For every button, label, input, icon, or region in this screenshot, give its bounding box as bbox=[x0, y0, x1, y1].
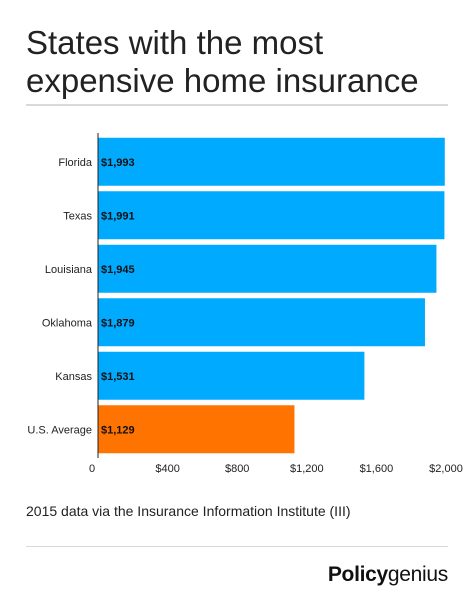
bar-chart: Florida $1,993 Texas $1,991 Louisiana $1,945 O… bbox=[27, 133, 463, 475]
category-label: Florida bbox=[58, 157, 93, 169]
data-label: $1,129 bbox=[101, 424, 135, 436]
category-label: Oklahoma bbox=[42, 317, 93, 329]
category-label: Texas bbox=[63, 210, 92, 222]
data-label: $1,945 bbox=[101, 264, 135, 276]
x-tick-label: $400 bbox=[155, 463, 179, 475]
bar-u-s-average bbox=[98, 405, 295, 454]
x-tick-label: 0 bbox=[89, 463, 95, 475]
x-tick-label: $2,000 bbox=[429, 463, 463, 475]
x-tick-label: $800 bbox=[225, 463, 249, 475]
data-label: $1,993 bbox=[101, 157, 135, 169]
brand-light: genius bbox=[387, 563, 448, 586]
bar-kansas bbox=[98, 351, 365, 400]
category-label: Louisiana bbox=[45, 264, 93, 276]
source-footnote: 2015 data via the Insurance Information … bbox=[26, 503, 351, 519]
bar-florida bbox=[98, 137, 445, 186]
category-label: Kansas bbox=[55, 371, 92, 383]
bar-louisiana bbox=[98, 244, 437, 293]
data-label: $1,531 bbox=[101, 371, 135, 383]
bar-texas bbox=[98, 191, 445, 240]
x-tick-label: $1,600 bbox=[360, 463, 394, 475]
footer-divider bbox=[26, 546, 448, 547]
title-divider bbox=[26, 104, 448, 106]
x-tick-label: $1,200 bbox=[290, 463, 324, 475]
brand-bold: Policy bbox=[327, 563, 388, 586]
bar-oklahoma bbox=[98, 298, 425, 347]
chart-title: States with the most expensive home insu… bbox=[26, 24, 419, 99]
category-label: U.S. Average bbox=[27, 424, 92, 436]
data-label: $1,879 bbox=[101, 317, 135, 329]
policygenius-logo: Policygenius bbox=[328, 563, 448, 587]
data-label: $1,991 bbox=[101, 210, 135, 222]
